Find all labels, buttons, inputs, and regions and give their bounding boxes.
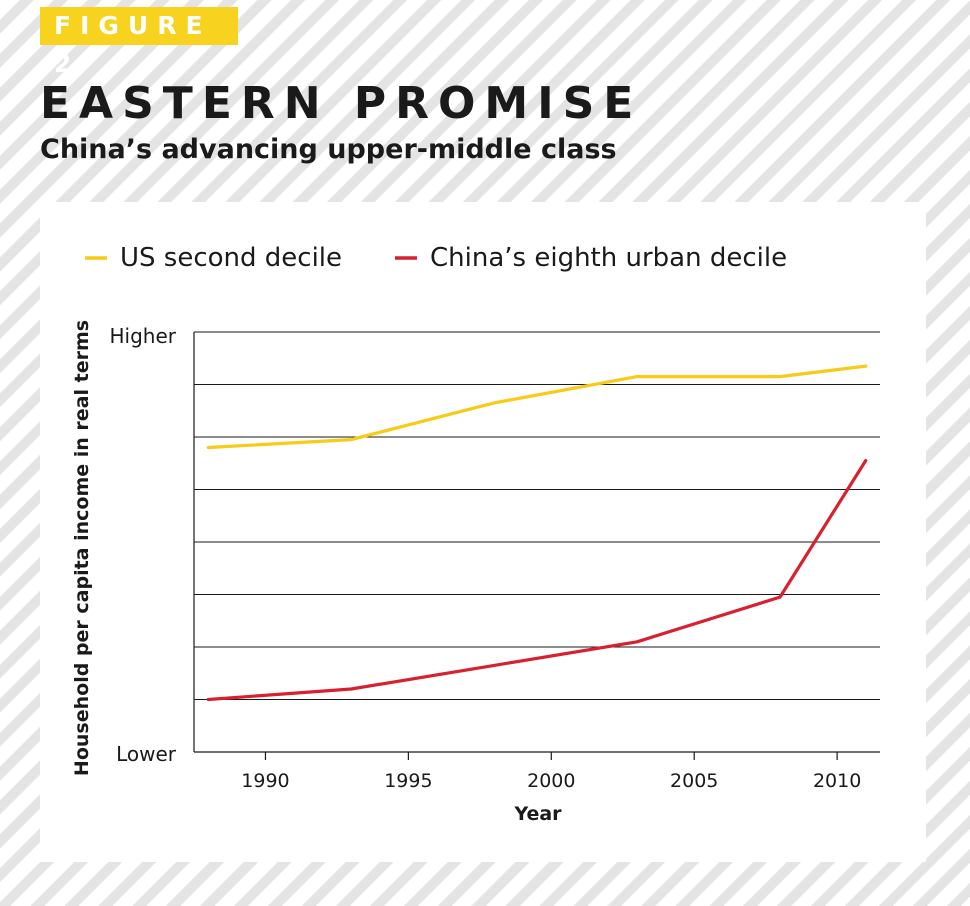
x-tick-label: 1990 [241,770,289,792]
figure-label: FIGURE 2 [40,7,238,78]
legend-label: China’s eighth urban decile [430,243,787,273]
legend: US second decile China’s eighth urban dec… [85,243,787,273]
chart-subtitle: China’s advancing upper-middle class [40,134,617,165]
x-tick-label: 2010 [813,770,861,792]
series-line [206,459,868,702]
x-axis-title: Year [513,803,562,825]
series-lines [206,364,868,702]
y-tick-label-higher: Higher [110,324,177,348]
y-tick-label-lower: Lower [116,742,177,766]
legend-label: US second decile [120,243,342,273]
chart-title: EASTERN PROMISE [40,78,643,129]
line-chart: 1990 1995 2000 2005 2010 US second decile Chi… [71,243,880,825]
chart-panel: 1990 1995 2000 2005 2010 US second decile Chi… [40,202,926,862]
axes: 1990 1995 2000 2005 2010 [193,332,880,792]
series-line [206,364,868,450]
y-axis-title: Household per capita income in real term… [71,320,93,776]
x-tick-label: 2005 [670,770,718,792]
gridlines [194,331,880,700]
x-tick-label: 2000 [527,770,575,792]
x-tick-label: 1995 [384,770,432,792]
